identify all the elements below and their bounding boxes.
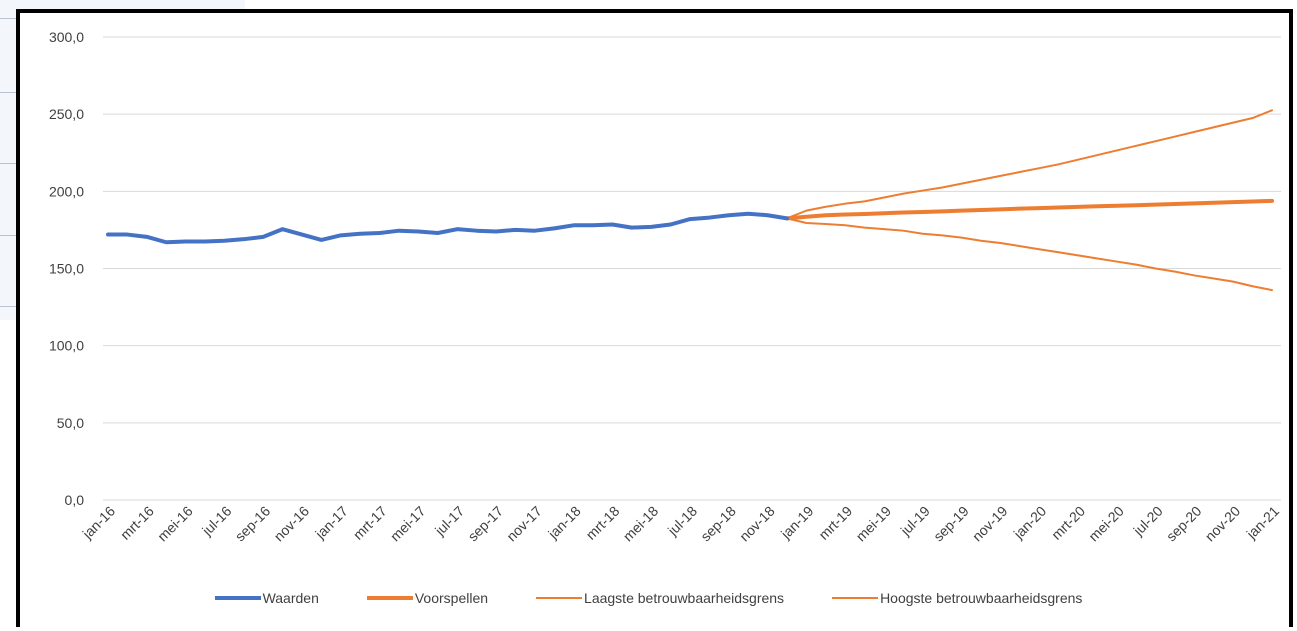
x-tick-label: mei-19 (853, 503, 895, 545)
x-tick-label: nov-20 (1202, 503, 1244, 545)
legend-swatch (536, 597, 583, 599)
series-line-laagste-betrouwbaarheidsgrens (786, 217, 1273, 292)
x-tick-label: jan-19 (777, 503, 817, 543)
x-tick-label: jan-18 (544, 503, 584, 543)
y-axis-tick-labels: 0,0 50,0 100,0 150,0 200,0 250,0 300,0 (49, 29, 84, 508)
x-tick-label: mrt-18 (583, 503, 623, 543)
y-tick-label: 200,0 (49, 183, 84, 199)
legend-item-laagste-grens: Laagste betrouwbaarheidsgrens (536, 590, 784, 606)
x-tick-label: sep-18 (697, 503, 739, 545)
legend-label: Voorspellen (414, 590, 489, 606)
y-tick-label: 250,0 (49, 106, 84, 122)
x-tick-label: mrt-20 (1048, 503, 1088, 543)
x-tick-label: mrt-16 (117, 503, 157, 543)
background-divider (0, 18, 16, 19)
x-tick-label: jan-21 (1243, 503, 1283, 543)
background-divider (0, 235, 16, 236)
series-line-waarden (106, 211, 789, 245)
legend: Waarden Voorspellen Laagste betrouwbaarh… (0, 590, 1297, 606)
series-lines (106, 109, 1274, 292)
background-divider (0, 163, 16, 164)
x-tick-label: mei-20 (1085, 503, 1127, 545)
legend-label: Waarden (262, 590, 319, 606)
x-tick-label: nov-19 (969, 503, 1011, 545)
y-tick-label: 150,0 (49, 261, 84, 277)
legend-item-voorspellen: Voorspellen (366, 590, 489, 606)
x-tick-label: nov-17 (503, 503, 545, 545)
x-tick-label: sep-16 (232, 503, 274, 545)
x-tick-label: mei-17 (387, 503, 429, 545)
x-tick-label: nov-16 (271, 503, 313, 545)
x-tick-label: sep-19 (930, 503, 972, 545)
y-tick-label: 300,0 (49, 29, 84, 45)
legend-swatch (832, 597, 879, 599)
x-tick-label: mrt-19 (815, 503, 855, 543)
background-divider (0, 306, 16, 307)
background-divider (0, 92, 16, 93)
gridlines (103, 36, 1281, 501)
legend-item-hoogste-grens: Hoogste betrouwbaarheidsgrens (832, 590, 1082, 606)
y-tick-label: 100,0 (49, 338, 84, 354)
x-tick-label: jul-20 (1129, 503, 1165, 539)
legend-label: Laagste betrouwbaarheidsgrens (584, 590, 785, 606)
x-tick-label: mei-18 (620, 503, 662, 545)
legend-item-waarden: Waarden (214, 590, 319, 606)
y-tick-label: 0,0 (65, 492, 85, 508)
legend-label: Hoogste betrouwbaarheidsgrens (880, 590, 1083, 606)
legend-swatch (366, 596, 413, 600)
x-tick-label: mrt-17 (350, 503, 390, 543)
series-line-voorspellen (785, 198, 1274, 221)
series-line-hoogste-betrouwbaarheidsgrens (786, 109, 1273, 220)
x-tick-label: jul-19 (897, 503, 933, 539)
x-tick-label: mei-16 (154, 503, 196, 545)
x-tick-label: jan-20 (1010, 503, 1050, 543)
legend-swatch (214, 596, 261, 600)
x-tick-label: jan-16 (79, 503, 119, 543)
x-tick-label: jan-17 (311, 503, 351, 543)
x-tick-label: jul-18 (664, 503, 700, 539)
x-tick-label: sep-20 (1163, 503, 1205, 545)
x-tick-label: jul-16 (198, 503, 234, 539)
y-tick-label: 50,0 (57, 415, 84, 431)
x-tick-label: jul-17 (431, 503, 467, 539)
x-tick-label: nov-18 (736, 503, 778, 545)
chart-area[interactable] (16, 9, 1293, 627)
x-tick-label: sep-17 (465, 503, 507, 545)
